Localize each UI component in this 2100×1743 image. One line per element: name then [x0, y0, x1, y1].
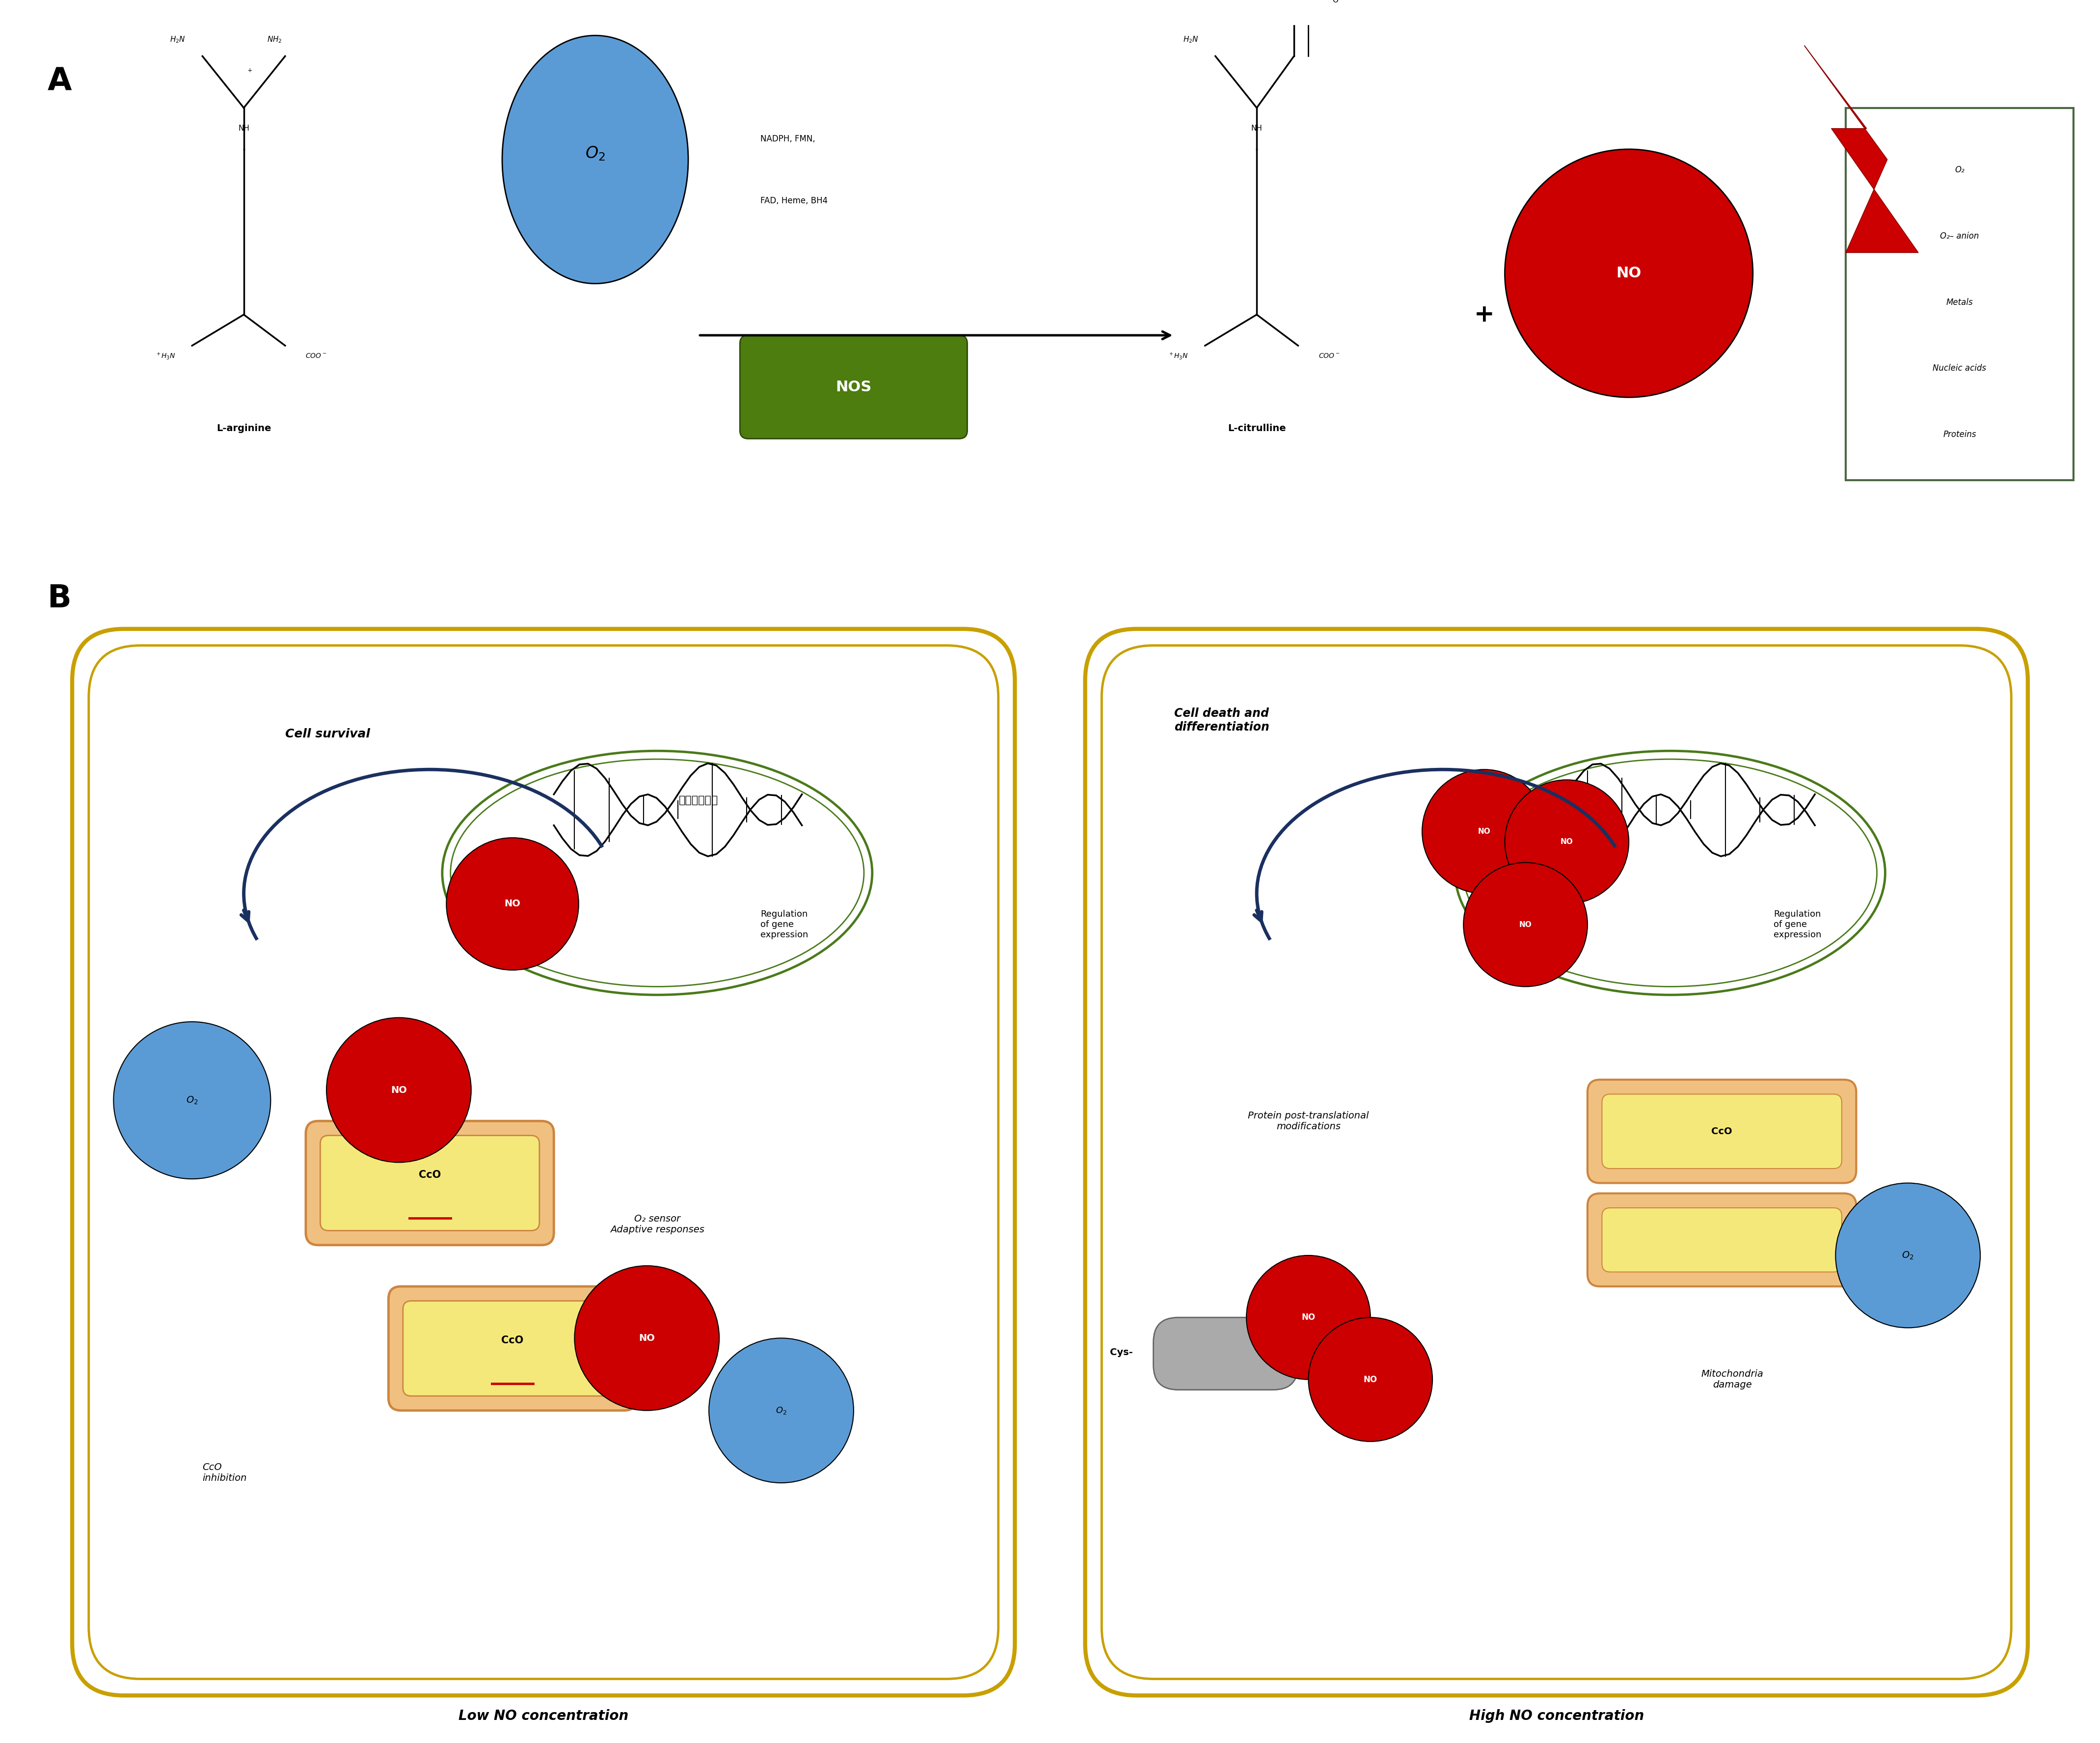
Text: NO: NO	[1478, 828, 1491, 835]
FancyBboxPatch shape	[1602, 1208, 1842, 1272]
Text: $O_2$: $O_2$	[187, 1095, 197, 1105]
Text: Mitochondria
damage: Mitochondria damage	[1701, 1370, 1764, 1389]
Text: CcO: CcO	[1711, 1126, 1732, 1136]
Ellipse shape	[1464, 760, 1877, 987]
Text: NO: NO	[1560, 838, 1573, 845]
Ellipse shape	[443, 751, 871, 995]
Circle shape	[710, 1339, 853, 1483]
Text: NH: NH	[1252, 125, 1262, 132]
FancyBboxPatch shape	[88, 645, 998, 1679]
FancyBboxPatch shape	[71, 629, 1014, 1696]
Text: Cys-: Cys-	[1109, 1347, 1132, 1358]
Text: $O_2$: $O_2$	[586, 145, 605, 162]
Ellipse shape	[452, 760, 863, 987]
Circle shape	[1835, 1183, 1980, 1328]
Text: NO: NO	[1302, 1312, 1315, 1321]
Text: $^+H_3N$: $^+H_3N$	[1168, 350, 1189, 361]
Text: A: A	[48, 66, 71, 98]
Text: NO: NO	[1363, 1375, 1378, 1384]
Text: Cell survival: Cell survival	[286, 729, 370, 741]
Text: FAD, Heme, BH4: FAD, Heme, BH4	[760, 197, 827, 206]
Text: Nucleic acids: Nucleic acids	[1932, 364, 1987, 373]
Text: NOS: NOS	[836, 380, 871, 394]
FancyBboxPatch shape	[321, 1135, 540, 1231]
Circle shape	[575, 1265, 718, 1410]
Text: NO: NO	[1617, 267, 1642, 281]
Text: $NH_2$: $NH_2$	[267, 35, 281, 44]
Ellipse shape	[1455, 751, 1886, 995]
Text: $H_2N$: $H_2N$	[1182, 35, 1199, 44]
FancyBboxPatch shape	[1602, 1095, 1842, 1168]
Circle shape	[326, 1018, 470, 1163]
FancyBboxPatch shape	[1588, 1079, 1856, 1183]
FancyBboxPatch shape	[388, 1286, 636, 1410]
Text: L-citrulline: L-citrulline	[1228, 424, 1285, 432]
Text: NO: NO	[391, 1086, 407, 1095]
Text: CcO
inhibition: CcO inhibition	[202, 1462, 248, 1483]
Circle shape	[1247, 1255, 1371, 1379]
FancyBboxPatch shape	[739, 335, 968, 439]
Text: Regulation
of gene
expression: Regulation of gene expression	[1774, 910, 1821, 939]
Text: $H_2N$: $H_2N$	[170, 35, 185, 44]
Text: 𝙸𝙸𝙸𝙸𝙸𝙸: 𝙸𝙸𝙸𝙸𝙸𝙸	[678, 795, 718, 805]
Text: L-arginine: L-arginine	[216, 424, 271, 432]
Text: O₂– anion: O₂– anion	[1940, 232, 1978, 241]
FancyBboxPatch shape	[403, 1300, 622, 1396]
Text: CcO: CcO	[418, 1170, 441, 1180]
Circle shape	[1422, 769, 1546, 894]
Text: Protein post-translational
modifications: Protein post-translational modifications	[1247, 1110, 1369, 1131]
Text: NADPH, FMN,: NADPH, FMN,	[760, 134, 815, 143]
FancyBboxPatch shape	[1588, 1194, 1856, 1286]
Text: O₂: O₂	[1955, 166, 1964, 174]
Text: Metals: Metals	[1947, 298, 1974, 307]
Circle shape	[447, 838, 580, 971]
Circle shape	[113, 1021, 271, 1178]
Text: $^+H_3N$: $^+H_3N$	[155, 350, 176, 361]
Text: +: +	[1474, 303, 1495, 326]
Text: Low NO concentration: Low NO concentration	[458, 1710, 628, 1724]
Bar	[1846, 108, 2073, 479]
Text: CcO: CcO	[502, 1335, 523, 1346]
Text: O₂ sensor
Adaptive responses: O₂ sensor Adaptive responses	[611, 1215, 704, 1234]
Text: +: +	[248, 68, 252, 73]
Text: NO: NO	[638, 1333, 655, 1342]
Text: NO: NO	[504, 899, 521, 908]
FancyBboxPatch shape	[307, 1121, 554, 1245]
Text: Regulation
of gene
expression: Regulation of gene expression	[760, 910, 808, 939]
Text: NO: NO	[1518, 920, 1531, 929]
Text: $O_2$: $O_2$	[1903, 1250, 1913, 1260]
Text: $COO^-$: $COO^-$	[304, 352, 328, 359]
Polygon shape	[1804, 45, 1917, 253]
Text: $COO^-$: $COO^-$	[1319, 352, 1340, 359]
FancyBboxPatch shape	[1102, 645, 2012, 1679]
Circle shape	[1464, 863, 1588, 987]
Circle shape	[1506, 779, 1630, 905]
FancyBboxPatch shape	[1086, 629, 2029, 1696]
Text: B: B	[48, 584, 71, 614]
Text: NH: NH	[237, 125, 250, 132]
Ellipse shape	[502, 35, 689, 284]
Text: Cell death and
differentiation: Cell death and differentiation	[1174, 708, 1268, 732]
Text: $O_2$: $O_2$	[775, 1405, 788, 1415]
Circle shape	[1308, 1318, 1432, 1441]
Text: High NO concentration: High NO concentration	[1470, 1710, 1644, 1724]
FancyBboxPatch shape	[1153, 1318, 1298, 1389]
Text: Proteins: Proteins	[1942, 431, 1976, 439]
Text: O: O	[1331, 0, 1338, 3]
Circle shape	[1506, 150, 1754, 397]
